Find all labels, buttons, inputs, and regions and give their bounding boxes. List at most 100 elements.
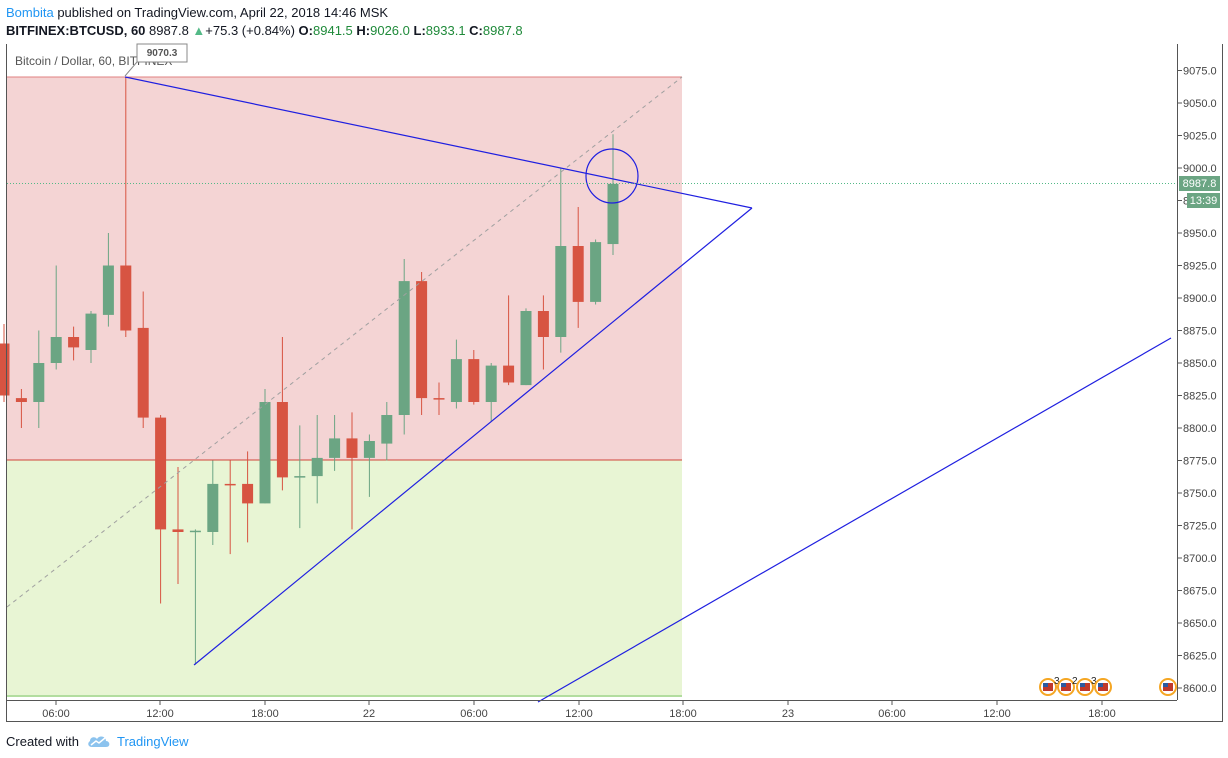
time-tick-label: 12:00 — [146, 708, 174, 720]
candle[interactable] — [0, 324, 10, 402]
last-price: 8987.8 — [149, 23, 189, 38]
high-marker-pointer — [124, 61, 138, 77]
candle[interactable] — [137, 291, 149, 429]
candle-body — [102, 265, 114, 315]
drawings — [6, 76, 1177, 703]
event-count: 2 — [1072, 676, 1078, 687]
candle[interactable] — [572, 207, 584, 328]
price-tick-label: 9025.0 — [1183, 131, 1217, 143]
candle[interactable] — [33, 330, 45, 429]
candle[interactable] — [329, 415, 341, 471]
short-position-zone[interactable] — [7, 77, 682, 460]
parallel-trendline[interactable] — [537, 337, 1172, 703]
time-tick-label: 18:00 — [1088, 708, 1116, 720]
candle-body — [0, 343, 10, 396]
diagonal-dashed-line[interactable] — [6, 76, 683, 608]
candle[interactable] — [398, 259, 410, 435]
candle-body — [207, 483, 219, 532]
candle[interactable] — [468, 350, 480, 405]
candle[interactable] — [381, 402, 393, 461]
candle[interactable] — [172, 467, 184, 584]
tradingview-cloud-icon — [88, 736, 110, 747]
candle[interactable] — [363, 434, 375, 497]
highlight-ellipse[interactable] — [585, 148, 639, 204]
price-tag-label: 8987.8 — [1183, 178, 1217, 190]
candle[interactable] — [242, 451, 254, 543]
candle-body — [468, 359, 480, 402]
time-tick-label: 06:00 — [42, 708, 70, 720]
candle[interactable] — [450, 339, 462, 409]
candle-body — [85, 313, 97, 350]
author-link[interactable]: Bombita — [6, 5, 54, 20]
price-tick-label: 8825.0 — [1183, 391, 1217, 403]
low-value: 8933.1 — [425, 23, 466, 38]
candle[interactable] — [503, 295, 515, 386]
candle[interactable] — [485, 363, 497, 422]
candle[interactable] — [189, 529, 201, 665]
time-axis[interactable]: 06:00 12:00 18:00 22 06:00 12:00 18:00 23 06:00 1… — [42, 700, 1116, 720]
flag-canton — [1098, 683, 1103, 687]
price-tick-label: 8700.0 — [1183, 553, 1217, 565]
candle[interactable] — [155, 415, 167, 604]
chart-legend: Bitcoin / Dollar, 60, BITFINEX — [15, 54, 172, 68]
candle-body — [276, 402, 288, 478]
candle[interactable] — [85, 311, 97, 363]
price-tick-label: 8650.0 — [1183, 618, 1217, 630]
time-tick-label: 06:00 — [878, 708, 906, 720]
candle[interactable] — [102, 233, 114, 327]
publish-line: Bombita published on TradingView.com, Ap… — [6, 4, 1216, 22]
lower-trendline[interactable] — [193, 207, 753, 666]
time-tick-label: 22 — [363, 708, 375, 720]
candle[interactable] — [590, 239, 602, 305]
candle[interactable] — [224, 460, 236, 555]
candle[interactable] — [276, 337, 288, 491]
created-with-text: Created with — [6, 733, 79, 749]
price-tick-label: 8675.0 — [1183, 586, 1217, 598]
candle-body — [294, 476, 306, 478]
tradingview-brand-link[interactable]: TradingView — [116, 733, 189, 749]
candle[interactable] — [68, 326, 80, 361]
candle[interactable] — [607, 134, 619, 255]
flag-canton — [1061, 683, 1066, 687]
flag-canton — [1163, 683, 1168, 687]
candle-body — [346, 438, 358, 458]
event-flag[interactable] — [1159, 678, 1177, 696]
candle-body — [50, 337, 62, 363]
low-label: L: — [413, 23, 426, 38]
event-flag[interactable]: 2 — [1057, 676, 1078, 696]
candle[interactable] — [520, 308, 532, 386]
event-flag[interactable] — [1094, 678, 1112, 696]
candle[interactable] — [50, 265, 62, 370]
candle[interactable] — [433, 382, 445, 416]
candle-body — [172, 529, 184, 532]
economic-events[interactable]: 3 2 3 — [1039, 676, 1177, 696]
price-tick-label: 8750.0 — [1183, 488, 1217, 500]
candle-body — [15, 398, 27, 402]
event-flag[interactable]: 3 — [1076, 676, 1097, 696]
high-value: 9026.0 — [370, 23, 410, 38]
candle[interactable] — [15, 389, 27, 428]
upper-trendline[interactable] — [124, 76, 753, 209]
candle[interactable] — [346, 412, 358, 530]
long-position-zone[interactable] — [7, 460, 682, 697]
candle-body — [416, 281, 428, 399]
candle-body — [68, 337, 80, 348]
candles — [0, 76, 619, 665]
candle[interactable] — [120, 76, 132, 337]
price-axis[interactable]: 8600.0 8625.0 8650.0 8675.0 8700.0 8725.0 8750… — [1177, 66, 1217, 696]
candle[interactable] — [294, 425, 306, 529]
candle[interactable] — [416, 272, 428, 415]
candle[interactable] — [311, 415, 323, 504]
price-tag — [1179, 176, 1220, 191]
price-tick-label: 8600.0 — [1183, 683, 1217, 695]
candle-body — [363, 441, 375, 458]
candle[interactable] — [259, 389, 271, 504]
event-flag[interactable]: 3 — [1039, 676, 1060, 696]
candle[interactable] — [207, 460, 219, 546]
candle[interactable] — [555, 168, 567, 353]
candle[interactable] — [537, 295, 549, 370]
candle-body — [520, 311, 532, 386]
time-tick-label: 12:00 — [983, 708, 1011, 720]
candle-body — [242, 483, 254, 504]
